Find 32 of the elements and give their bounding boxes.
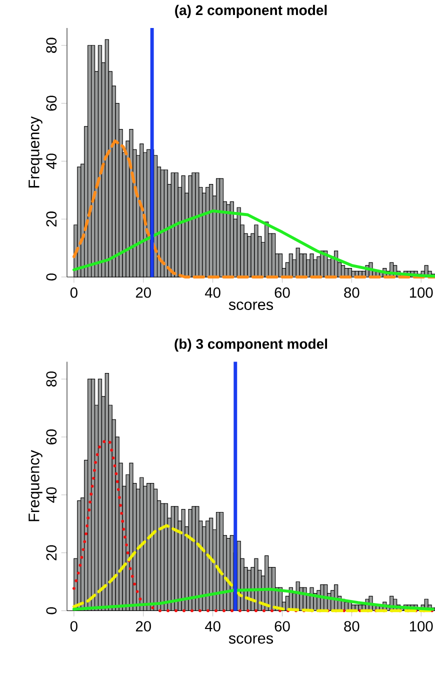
y-tick-label: 0 (46, 274, 57, 281)
line-series (72, 438, 435, 612)
x-tick-label: 80 (344, 287, 360, 298)
x-tick-label: 0 (70, 621, 78, 632)
x-tick-label: 40 (204, 287, 220, 298)
y-tick-label: 80 (46, 38, 57, 53)
x-tick-label: 0 (70, 287, 78, 298)
y-tick-label: 60 (46, 429, 57, 444)
y-tick-label: 0 (46, 607, 57, 614)
x-tick-label: 20 (136, 287, 151, 298)
y-tick-label: 60 (46, 96, 57, 111)
x-tick-label: 100 (410, 287, 433, 298)
x-axis-title: scores (228, 635, 274, 644)
x-axis-title: scores (228, 302, 274, 310)
line-series (72, 139, 435, 278)
line-series (72, 588, 434, 611)
y-tick-label: 40 (46, 154, 57, 169)
x-tick-label: 60 (274, 287, 290, 298)
y-tick-label: 80 (46, 372, 57, 387)
x-tick-label: 100 (410, 621, 433, 632)
y-tick-label: 20 (46, 212, 57, 227)
x-tick-label: 40 (204, 621, 220, 632)
x-tick-label: 60 (274, 621, 290, 632)
chart-title: (a) 2 component model (175, 4, 327, 18)
chart-title: (b) 3 component model (174, 338, 328, 352)
y-axis-title: Frequency (28, 450, 42, 522)
x-tick-label: 20 (136, 621, 151, 632)
y-tick-label: 40 (46, 487, 57, 503)
x-tick-label: 80 (344, 621, 360, 632)
y-axis-title: Frequency (28, 116, 42, 188)
line-series (72, 210, 435, 278)
y-tick-label: 20 (46, 545, 57, 560)
